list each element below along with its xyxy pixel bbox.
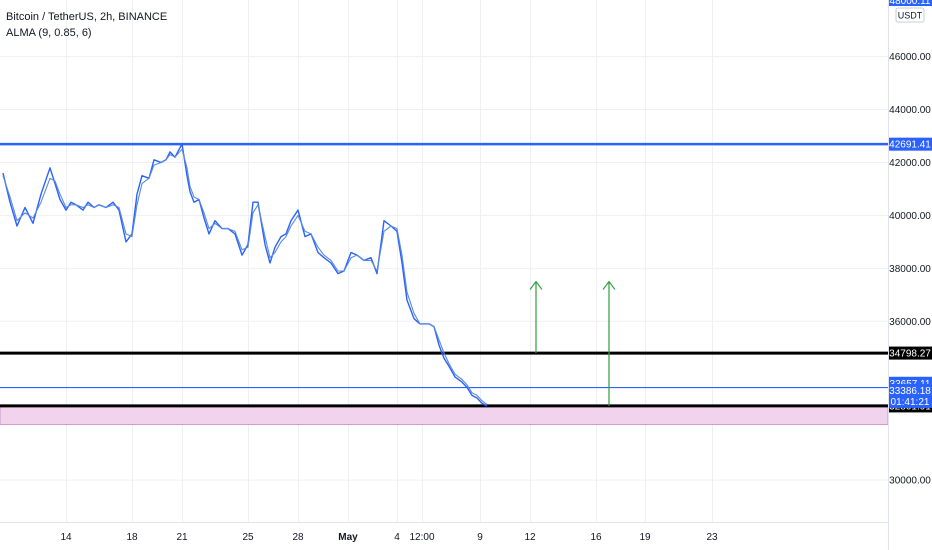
indicator-legend[interactable]: ALMA (9, 0.85, 6) <box>6 27 92 39</box>
y-tick-label: 38000.00 <box>889 264 931 275</box>
y-tick-label: 36000.00 <box>889 317 931 328</box>
time-axis[interactable]: 14 18 21 25 28 May 4 12:00 9 12 16 19 23 <box>0 522 888 544</box>
price-axis-bg <box>888 0 932 550</box>
x-tick-label: 9 <box>477 532 483 543</box>
price-tag-resistance-text: 42691.41 <box>889 140 931 151</box>
x-tick-label: 12 <box>524 532 536 543</box>
x-tick-label: 18 <box>126 532 138 543</box>
x-tick-label: 23 <box>706 532 718 543</box>
y-tick-label: 30000.00 <box>889 476 931 487</box>
currency-label: USDT <box>898 11 923 21</box>
series-alma-line[interactable] <box>2 148 488 406</box>
price-tag-resistance-bg <box>889 137 932 151</box>
arrow-1-head <box>529 280 543 290</box>
projection-arrows <box>529 280 616 406</box>
x-tick-label: 12:00 <box>409 532 434 543</box>
x-tick-label: 28 <box>292 532 304 543</box>
x-tick-label: 16 <box>590 532 602 543</box>
arrow-2-head <box>602 280 616 290</box>
top-price-tag <box>889 0 932 6</box>
price-axis[interactable]: 46000.00 44000.00 42000.00 40000.00 38000.00… <box>888 0 932 550</box>
x-tick-label: 14 <box>60 532 72 543</box>
price-tag-support-1-bg <box>889 346 932 360</box>
x-tick-label: May <box>338 532 358 543</box>
plot-area[interactable] <box>0 0 888 522</box>
symbol-title[interactable]: Bitcoin / TetherUS, 2h, BINANCE <box>6 11 168 23</box>
countdown-text: 01:41:21 <box>891 397 930 408</box>
y-tick-label: 42000.00 <box>889 158 931 169</box>
y-tick-label: 40000.00 <box>889 211 931 222</box>
x-tick-label: 25 <box>242 532 254 543</box>
price-tag-support-1-text: 34798.27 <box>889 349 931 360</box>
x-tick-label: 19 <box>639 532 651 543</box>
y-tick-label: 46000.00 <box>889 52 931 63</box>
x-tick-label: 4 <box>394 532 400 543</box>
support-zone <box>0 405 889 425</box>
price-tag-last-price-text: 33386.18 <box>889 386 931 397</box>
price-tag-last-price-bg <box>889 383 932 408</box>
y-tick-label: 44000.00 <box>889 105 931 116</box>
top-price-tag-text: 48000.11 <box>890 0 931 7</box>
currency-badge[interactable] <box>895 7 925 23</box>
x-tick-label: 21 <box>176 532 188 543</box>
